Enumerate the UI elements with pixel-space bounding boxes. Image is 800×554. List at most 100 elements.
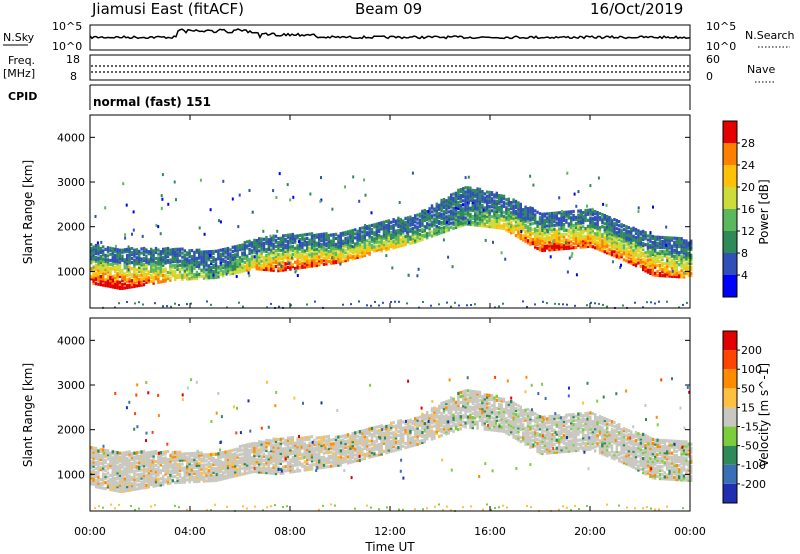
power-cell — [97, 270, 100, 274]
power-cell — [350, 303, 352, 306]
velocity-cell — [231, 466, 234, 470]
power-cell — [267, 240, 270, 244]
power-cell — [109, 248, 112, 252]
velocity-cell — [183, 452, 186, 456]
power-cell — [466, 188, 470, 192]
velocity-cell — [97, 481, 100, 485]
power-cell — [594, 218, 597, 222]
power-cell — [286, 243, 290, 247]
power-cell — [279, 262, 282, 266]
power-cell — [301, 243, 304, 247]
power-cell — [495, 217, 498, 221]
velocity-cell — [236, 449, 239, 453]
power-cell — [387, 233, 390, 237]
power-cell — [366, 249, 369, 253]
velocity-cell — [102, 456, 105, 460]
velocity-cell — [248, 466, 251, 471]
velocity-cell — [236, 471, 239, 475]
power-cell — [414, 230, 417, 234]
power-cell — [642, 259, 645, 264]
power-cell — [186, 269, 189, 273]
power-cell — [442, 228, 446, 232]
power-cell — [529, 230, 532, 234]
power-cell — [421, 215, 424, 219]
power-cell — [339, 238, 342, 242]
power-cell — [514, 203, 518, 208]
power-cell — [541, 240, 544, 245]
velocity-cell — [217, 466, 220, 470]
power-cell — [481, 224, 484, 228]
velocity-cell — [190, 472, 194, 476]
velocity-cell — [236, 473, 239, 477]
power-cell — [416, 217, 419, 221]
power-cell — [625, 229, 628, 233]
power-cell — [190, 263, 194, 267]
velocity-cell — [253, 445, 256, 449]
power-cell — [243, 261, 246, 265]
power-cell — [675, 262, 678, 267]
power-cell — [620, 245, 623, 249]
velocity-cell — [210, 475, 213, 479]
velocity-cell — [260, 466, 263, 470]
power-cell — [140, 269, 143, 273]
power-cell — [162, 255, 165, 259]
power-cell — [363, 239, 366, 243]
power-cell — [644, 261, 647, 265]
power-cell — [411, 222, 414, 227]
power-cell — [550, 228, 554, 232]
power-cell — [462, 199, 465, 203]
velocity-cell — [159, 457, 162, 461]
power-cell — [390, 301, 392, 303]
power-cell — [138, 249, 141, 253]
power-panel-frame — [89, 114, 691, 309]
power-cell — [546, 212, 549, 216]
power-cell — [663, 274, 666, 278]
power-cell — [363, 227, 366, 231]
power-cell — [598, 234, 602, 238]
power-cell — [529, 216, 532, 220]
power-cell — [471, 221, 474, 225]
power-cell — [318, 243, 321, 247]
power-cell — [255, 253, 258, 257]
power-cell — [589, 210, 592, 214]
power-cell — [267, 244, 270, 248]
power-cell — [466, 304, 468, 307]
velocity-cell — [169, 473, 172, 477]
velocity-cell — [114, 468, 117, 472]
power-cell — [289, 265, 292, 269]
power-cell — [572, 228, 575, 232]
power-cell — [565, 246, 568, 250]
power-cell — [195, 250, 198, 254]
velocity-cell — [104, 476, 107, 481]
power-cell — [555, 221, 558, 225]
power-cell — [270, 264, 273, 268]
power-cell — [589, 224, 592, 228]
velocity-cell — [90, 462, 93, 466]
power-cell — [118, 302, 120, 305]
power-cell — [284, 244, 287, 248]
power-cell — [572, 242, 575, 246]
power-cell — [546, 218, 549, 222]
power-cell — [658, 253, 662, 258]
velocity-cell — [140, 486, 143, 490]
power-cell — [450, 203, 453, 207]
power-cell — [428, 209, 431, 213]
power-cell — [175, 198, 177, 202]
velocity-cell — [267, 471, 270, 475]
power-cell — [546, 302, 548, 305]
power-cell — [289, 233, 292, 237]
velocity-cell — [114, 464, 117, 468]
power-cell — [478, 213, 482, 217]
power-cell — [327, 260, 330, 264]
power-cell — [382, 230, 386, 234]
power-cell — [118, 252, 122, 256]
power-cell — [680, 263, 683, 267]
power-cell — [157, 272, 160, 276]
power-cell — [464, 196, 467, 200]
power-cell — [488, 208, 491, 213]
power-cell — [106, 276, 110, 280]
power-cell — [622, 248, 626, 252]
power-cell — [241, 259, 244, 263]
power-cell — [543, 224, 546, 228]
power-cell — [646, 268, 650, 272]
